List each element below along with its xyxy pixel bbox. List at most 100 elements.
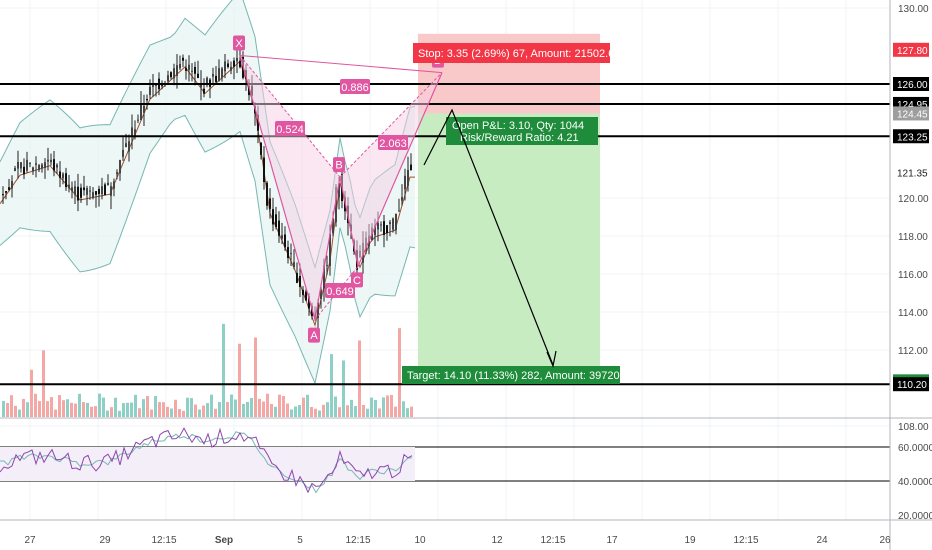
candle-body: [68, 184, 70, 189]
candle-body: [131, 127, 133, 138]
pnl-label: Open P&L: 3.10, Qty: 1044: [452, 120, 584, 132]
volume-bar: [58, 395, 61, 417]
volume-bar: [134, 394, 137, 417]
price-tag-box: [893, 165, 929, 180]
volume-bar: [146, 396, 149, 417]
candle-body: [188, 64, 190, 70]
candle-body: [221, 68, 223, 78]
candle-body: [134, 129, 136, 136]
volume-bar: [130, 402, 133, 417]
candle-body: [104, 184, 106, 196]
target-label-box: [402, 366, 620, 384]
candle-body: [23, 166, 25, 175]
candle-body: [38, 165, 40, 171]
time-tick: 29: [99, 535, 111, 546]
position-boxes: [418, 33, 600, 385]
volume-bar: [306, 394, 309, 417]
volume-bar: [238, 343, 241, 417]
candle-body: [323, 264, 325, 289]
candle-body: [233, 60, 235, 67]
arrow-head: [546, 350, 557, 369]
volume-bar: [210, 394, 213, 417]
ratio-label: 0.649: [326, 286, 354, 298]
volume-bar: [14, 405, 17, 417]
pattern-triangle-bcd: [340, 72, 442, 267]
volume-bar: [302, 397, 305, 417]
volume-bar: [86, 402, 89, 417]
volume-bar: [22, 398, 25, 417]
time-tick: 12:15: [151, 535, 176, 546]
candle-body: [155, 84, 157, 87]
volume-bar: [402, 401, 405, 417]
candle-body: [182, 57, 184, 61]
volume-bar: [406, 408, 409, 417]
time-tick: 12: [491, 535, 503, 546]
volume-bar: [182, 410, 185, 417]
candle-body: [317, 302, 319, 319]
volume-bar: [346, 405, 349, 417]
volume-bar: [226, 402, 229, 417]
volume-bar: [114, 397, 117, 417]
candle-body: [404, 175, 406, 190]
volume-bar: [46, 401, 49, 417]
candle-body: [230, 66, 232, 71]
volume-bar: [162, 402, 165, 417]
candle-body: [299, 275, 301, 287]
volume-bar: [158, 402, 161, 417]
candle-body: [170, 72, 172, 78]
candle-body: [5, 191, 7, 193]
candle-body: [149, 86, 151, 95]
time-tick: 5: [297, 535, 303, 546]
price-tick: 120.00: [898, 194, 929, 205]
candle-body: [308, 296, 310, 309]
candle-body: [278, 220, 280, 236]
volume-bar: [78, 393, 81, 417]
volume-bar: [2, 400, 5, 417]
horizontal-levels[interactable]: [0, 83, 890, 386]
candle-body: [227, 63, 229, 67]
candle-body: [8, 187, 10, 190]
volume-bar: [334, 396, 337, 417]
candle-body: [176, 65, 178, 76]
pattern-bd-line: [339, 72, 443, 178]
candle-body: [206, 77, 208, 85]
volume-bar: [54, 409, 57, 417]
volume-bar: [374, 400, 377, 417]
price-tag-box: [893, 42, 929, 57]
candle-body: [326, 265, 328, 267]
volume-bar: [398, 328, 401, 417]
price-tick: 112.00: [898, 346, 928, 357]
rsi-tick: 20.0000: [898, 511, 932, 522]
volume-bar: [66, 399, 69, 417]
candle-body: [95, 191, 97, 195]
volume-bars: [2, 323, 413, 417]
pattern-ac-line: [314, 266, 359, 320]
candle-body: [44, 162, 46, 168]
stop-label: Stop: 3.35 (2.69%) 67, Amount: 21502.6: [418, 48, 614, 60]
volume-bar: [378, 408, 381, 417]
candle-body: [212, 73, 214, 77]
volume-bar: [126, 402, 129, 417]
candle-body: [11, 181, 13, 189]
candle-body: [17, 161, 19, 169]
pattern-xd-line: [239, 55, 443, 74]
price-tag: 124.95: [897, 100, 928, 111]
candle-body: [173, 68, 175, 79]
candle-body: [401, 197, 403, 201]
point-label-a: A: [310, 330, 318, 342]
candle-body: [248, 85, 250, 96]
candle-body: [35, 163, 37, 165]
price-tick: 114.00: [898, 308, 928, 319]
position-labels[interactable]: Stop: 3.35 (2.69%) 67, Amount: 21502.6 Op…: [402, 43, 629, 384]
candle-body: [113, 181, 115, 189]
volume-bar: [170, 408, 173, 417]
volume-bar: [318, 410, 321, 417]
price-tag: 110.20: [897, 380, 927, 391]
volume-bar: [394, 406, 397, 417]
volume-bar: [342, 360, 345, 417]
volume-bar: [18, 409, 21, 417]
candle-body: [383, 221, 385, 235]
candle-body: [47, 159, 49, 162]
